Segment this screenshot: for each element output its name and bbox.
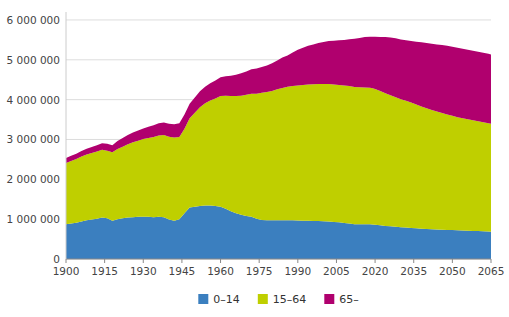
legend-item: 0–14	[198, 293, 240, 306]
x-tick-label: 2020	[362, 265, 389, 277]
x-tick	[259, 259, 260, 263]
x-axis-line	[66, 259, 491, 260]
x-tick	[181, 259, 182, 263]
x-tick	[220, 259, 221, 263]
area	[66, 37, 491, 163]
legend-swatch	[258, 294, 268, 304]
legend-item: 65–	[324, 293, 359, 306]
legend-swatch	[198, 294, 208, 304]
x-tick-label: 2065	[478, 265, 505, 277]
x-tick	[452, 259, 453, 263]
legend: 0–14 15–64 65–	[198, 293, 358, 306]
legend-label: 15–64	[273, 293, 307, 306]
x-tick	[66, 259, 67, 263]
x-tick	[297, 259, 298, 263]
x-tick-label: 1975	[246, 265, 273, 277]
legend-label: 65–	[339, 293, 359, 306]
x-tick-label: 2050	[439, 265, 466, 277]
x-tick	[375, 259, 376, 263]
y-tick-label: 2 000 000	[7, 173, 60, 185]
y-tick-label: 0	[53, 253, 60, 265]
x-tick	[143, 259, 144, 263]
x-tick-label: 1915	[91, 265, 118, 277]
legend-item: 15–64	[258, 293, 307, 306]
legend-swatch	[324, 294, 334, 304]
grid-line	[66, 259, 491, 260]
grid	[66, 20, 491, 259]
y-tick-label: 1 000 000	[7, 213, 60, 225]
grid-line	[66, 19, 491, 20]
areas	[66, 37, 491, 259]
y-axis-line	[66, 12, 67, 259]
legend-label: 0–14	[213, 293, 240, 306]
x-tick	[413, 259, 414, 263]
x-tick-label: 1990	[284, 265, 311, 277]
y-tick-label: 3 000 000	[7, 133, 60, 145]
x-tick-label: 2035	[400, 265, 427, 277]
x-tick-label: 1930	[130, 265, 157, 277]
x-tick-label: 2005	[323, 265, 350, 277]
x-tick	[104, 259, 105, 263]
y-tick-label: 5 000 000	[7, 54, 60, 66]
x-tick	[491, 259, 492, 263]
x-tick-label: 1900	[53, 265, 80, 277]
x-tick	[336, 259, 337, 263]
y-tick-label: 6 000 000	[7, 14, 60, 26]
chart: 0 1 000 000 2 000 000 3 000 000 4 000 000 5 0…	[0, 0, 509, 317]
y-tick-label: 4 000 000	[7, 94, 60, 106]
x-tick-label: 1945	[169, 265, 196, 277]
x-tick-label: 1960	[207, 265, 234, 277]
